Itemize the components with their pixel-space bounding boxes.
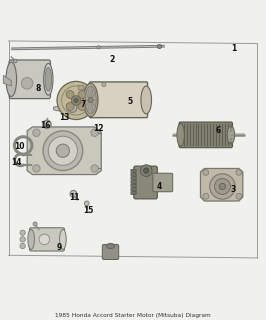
FancyBboxPatch shape: [153, 173, 173, 192]
Circle shape: [71, 96, 81, 105]
Circle shape: [33, 222, 37, 226]
Text: 9: 9: [56, 243, 61, 252]
FancyBboxPatch shape: [89, 82, 148, 118]
Circle shape: [66, 91, 74, 99]
Text: 12: 12: [93, 124, 104, 133]
FancyBboxPatch shape: [131, 177, 136, 180]
Text: 5: 5: [128, 97, 133, 106]
Polygon shape: [27, 127, 101, 174]
Text: 10: 10: [14, 142, 24, 151]
Ellipse shape: [107, 243, 114, 249]
Circle shape: [33, 129, 40, 136]
Text: 7: 7: [80, 100, 85, 109]
Circle shape: [97, 46, 100, 49]
Polygon shape: [201, 168, 243, 201]
Text: 6: 6: [215, 126, 220, 135]
FancyBboxPatch shape: [131, 191, 136, 195]
Circle shape: [13, 59, 17, 63]
Circle shape: [91, 165, 98, 172]
Circle shape: [236, 193, 242, 199]
Text: 2: 2: [109, 55, 114, 64]
Circle shape: [39, 234, 50, 245]
Circle shape: [88, 97, 93, 103]
Circle shape: [48, 136, 77, 165]
Circle shape: [203, 193, 209, 199]
Circle shape: [74, 98, 78, 103]
Ellipse shape: [85, 86, 96, 114]
Circle shape: [78, 91, 86, 99]
Circle shape: [70, 105, 74, 110]
Circle shape: [70, 190, 77, 197]
Polygon shape: [3, 75, 11, 86]
Circle shape: [84, 201, 89, 206]
FancyBboxPatch shape: [134, 166, 157, 199]
Circle shape: [43, 131, 83, 171]
Circle shape: [214, 179, 230, 194]
Text: 15: 15: [83, 206, 93, 215]
Ellipse shape: [83, 84, 98, 116]
Ellipse shape: [45, 68, 52, 91]
Ellipse shape: [60, 229, 66, 249]
Circle shape: [140, 165, 152, 176]
Circle shape: [66, 102, 74, 110]
Ellipse shape: [141, 86, 152, 114]
Text: 8: 8: [35, 84, 40, 93]
Text: 16: 16: [40, 121, 51, 130]
Text: 14: 14: [11, 158, 22, 167]
Ellipse shape: [6, 62, 16, 97]
Circle shape: [20, 243, 25, 249]
Circle shape: [203, 170, 209, 175]
Ellipse shape: [44, 63, 53, 95]
Circle shape: [20, 230, 25, 236]
Polygon shape: [54, 103, 99, 111]
FancyBboxPatch shape: [131, 173, 136, 176]
Circle shape: [67, 103, 77, 112]
Circle shape: [210, 174, 235, 199]
FancyBboxPatch shape: [30, 228, 64, 251]
Text: 4: 4: [157, 182, 162, 191]
Ellipse shape: [28, 229, 34, 249]
Circle shape: [91, 129, 98, 136]
Circle shape: [157, 44, 161, 49]
FancyBboxPatch shape: [9, 60, 51, 99]
Circle shape: [57, 81, 95, 119]
Circle shape: [56, 144, 69, 157]
Text: 13: 13: [59, 113, 69, 122]
Ellipse shape: [177, 124, 184, 146]
Circle shape: [144, 168, 149, 173]
FancyBboxPatch shape: [131, 169, 136, 172]
Text: 3: 3: [231, 185, 236, 194]
FancyBboxPatch shape: [179, 122, 232, 148]
FancyBboxPatch shape: [131, 180, 136, 184]
FancyBboxPatch shape: [102, 244, 119, 260]
Circle shape: [219, 183, 226, 190]
Text: 1985 Honda Accord Starter Motor (Mitsuba) Diagram: 1985 Honda Accord Starter Motor (Mitsuba…: [55, 313, 211, 318]
Circle shape: [45, 123, 49, 126]
Circle shape: [236, 170, 242, 175]
Circle shape: [78, 102, 86, 110]
Ellipse shape: [227, 126, 235, 144]
Circle shape: [20, 237, 25, 242]
Circle shape: [21, 77, 33, 89]
Text: 11: 11: [69, 193, 80, 202]
FancyBboxPatch shape: [131, 184, 136, 187]
Circle shape: [33, 165, 40, 172]
FancyBboxPatch shape: [78, 85, 84, 90]
FancyBboxPatch shape: [131, 188, 136, 191]
Text: 1: 1: [231, 44, 236, 53]
Circle shape: [102, 83, 106, 87]
